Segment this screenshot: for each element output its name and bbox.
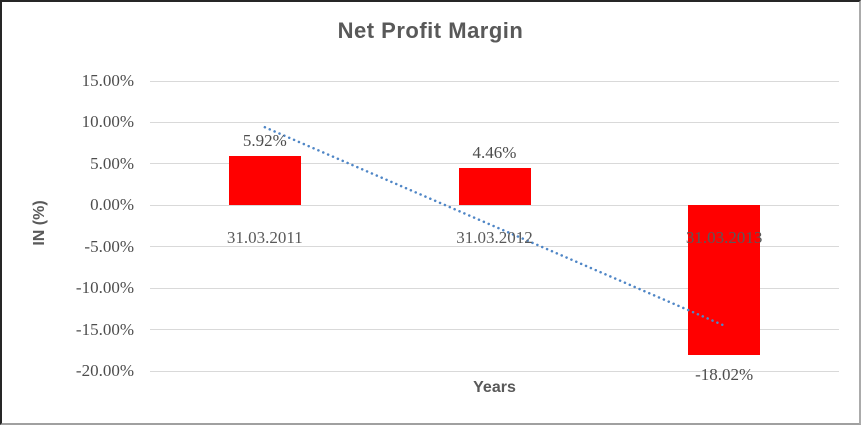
- x-category-label: 31.03.2012: [456, 228, 533, 248]
- x-category-label: 31.03.2013: [685, 228, 763, 248]
- gridline: [150, 329, 839, 331]
- gridline: [150, 121, 839, 123]
- bar: [458, 168, 531, 206]
- y-tick-label: -5.00%: [84, 236, 134, 256]
- y-tick-label: 0.00%: [90, 195, 134, 215]
- y-tick-label: 15.00%: [81, 71, 134, 90]
- chart-title: Net Profit Margin: [337, 18, 524, 43]
- y-tick-label: 5.00%: [90, 153, 134, 173]
- x-category-label: 31.03.2011: [226, 228, 303, 248]
- x-axis-title: Years: [473, 379, 516, 396]
- gridline: [150, 370, 839, 372]
- y-tick-label: -10.00%: [75, 278, 134, 298]
- gridline: [150, 80, 839, 82]
- y-tick-label: -15.00%: [75, 319, 134, 339]
- y-tick-label: -20.00%: [75, 361, 134, 380]
- y-tick-label: 10.00%: [81, 112, 134, 132]
- bar: [228, 156, 301, 206]
- data-label: -18.02%: [695, 364, 754, 384]
- y-axis-title: IN (%): [31, 200, 48, 246]
- data-label: 4.46%: [472, 143, 517, 163]
- data-label: 5.92%: [242, 131, 287, 151]
